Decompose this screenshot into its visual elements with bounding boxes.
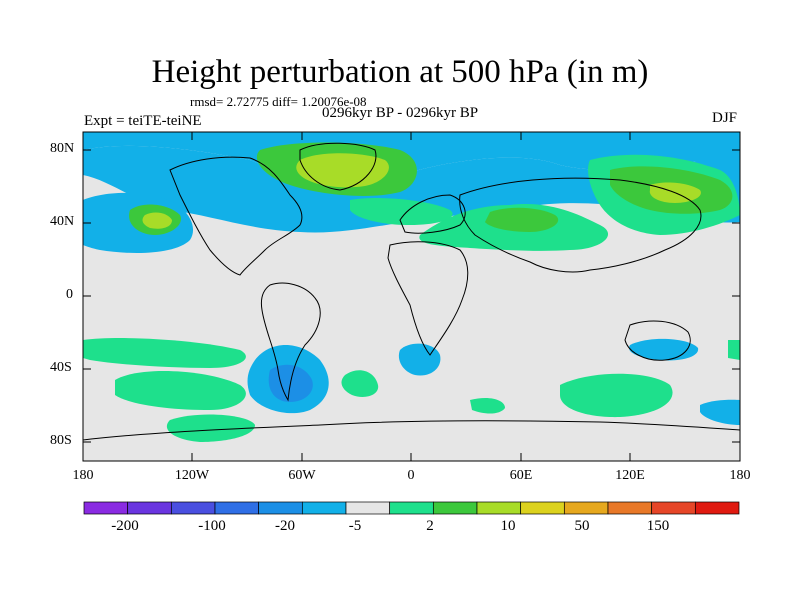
colorbar-swatch-10 (520, 501, 565, 515)
contour-fields (83, 132, 740, 442)
contour-north-blue-lower (83, 145, 740, 233)
colorbar-swatch-4 (258, 501, 303, 515)
colorbar-swatch-5 (301, 501, 347, 515)
lon-label-120e: 120E (615, 468, 645, 483)
colorbar-swatch-6 (345, 501, 391, 515)
contour-pacific-green-light (142, 212, 172, 229)
colorbar-label-7: 50 (574, 518, 590, 534)
coast-antarctica (83, 420, 740, 441)
lon-label-120w: 120W (174, 468, 210, 483)
coastlines (83, 142, 740, 441)
lon-label-180w: 180 (72, 468, 94, 483)
axis-ticks (83, 132, 740, 461)
colorbar-swatch-7 (389, 501, 434, 515)
coast-north-america (169, 156, 303, 276)
season-label: DJF (712, 110, 738, 126)
period-label: 0296kyr BP - 0296kyr BP (322, 105, 479, 121)
experiment-label: Expt = teiTE-teiNE (84, 113, 202, 129)
contour-south-green-2 (115, 370, 246, 410)
stats-label: rmsd= 2.72775 diff= 1.20076e-08 (190, 94, 367, 109)
colorbar-swatch-9 (476, 501, 522, 515)
contour-mid-south-green (470, 397, 505, 414)
coast-asia (459, 177, 702, 273)
colorbar-swatch-2 (170, 501, 216, 515)
coast-australia (624, 320, 691, 361)
contour-north-blue (83, 132, 740, 183)
coast-africa (387, 241, 469, 356)
colorbar (83, 501, 740, 515)
lon-label-180e: 180 (729, 468, 751, 483)
lat-label-40s: 40S (50, 360, 72, 375)
lat-label-0: 0 (66, 287, 73, 302)
contour-south-pacific-green (83, 338, 246, 368)
contour-east-edge-green (728, 340, 740, 360)
map-title: Height perturbation at 500 hPa (in m) (151, 54, 649, 90)
colorbar-swatch-1 (127, 501, 172, 515)
colorbar-label-8: 150 (646, 518, 670, 534)
colorbar-swatch-12 (607, 501, 653, 515)
contour-far-south-blue (700, 399, 740, 425)
lon-label-60e: 60E (509, 468, 533, 483)
colorbar-swatch-8 (432, 501, 478, 515)
colorbar-label-5: 2 (426, 518, 434, 534)
lon-label-60w: 60W (288, 468, 316, 483)
contour-atlantic-green (350, 198, 453, 225)
contour-south-atlantic-green (341, 370, 379, 397)
lat-label-80s: 80S (50, 433, 72, 448)
colorbar-swatch-0 (83, 501, 129, 515)
colorbar-swatch-13 (651, 501, 696, 515)
colorbar-swatch-11 (563, 501, 609, 515)
contour-asia-green-dark (485, 207, 559, 232)
colorbar-label-3: -20 (275, 518, 295, 534)
contour-south-atlantic-blue (398, 343, 441, 376)
contour-south-green-3 (166, 414, 255, 442)
colorbar-label-2: -100 (198, 518, 226, 534)
lat-label-40n: 40N (50, 214, 75, 229)
contour-bering-blue (690, 140, 740, 171)
colorbar-label-4: -5 (348, 518, 362, 534)
coast-south-america (260, 282, 321, 402)
contour-greenland-yellow (296, 153, 389, 188)
lat-label-80n: 80N (50, 141, 75, 156)
contour-indian-green (560, 373, 673, 418)
coast-greenland (299, 142, 377, 191)
colorbar-label-1: -200 (111, 518, 139, 534)
colorbar-swatch-14 (694, 501, 740, 515)
colorbar-label-6: 10 (500, 518, 516, 534)
coast-europe (399, 194, 466, 234)
lon-label-0: 0 (407, 468, 415, 483)
colorbar-swatch-3 (214, 501, 260, 515)
